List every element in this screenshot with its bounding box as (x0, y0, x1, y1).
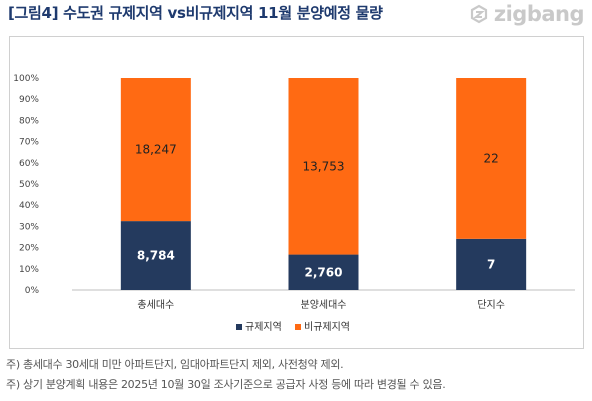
zigbang-logo-icon (470, 4, 487, 24)
y-tick-label: 60% (19, 159, 39, 169)
legend-swatch (295, 324, 301, 330)
bar-segment (120, 78, 191, 222)
y-tick-label: 30% (19, 222, 39, 232)
data-label: 2,760 (305, 265, 343, 279)
category-label: 분양세대수 (301, 299, 347, 311)
bar-segment (288, 78, 359, 255)
data-label: 13,753 (303, 159, 345, 173)
bars-group: 8,784 18,247 2,760 13,753 7 22 (120, 78, 527, 290)
category-label: 단지수 (477, 299, 505, 311)
brand-logo: zigbang (468, 0, 585, 28)
y-tick-label: 50% (19, 180, 39, 190)
stacked-bar-chart: 0% 10% 20% 30% 40% 50% 60% 70% 80% 90% 100% 8,784 1… (13, 74, 575, 333)
legend-label: 규제지역 (245, 321, 282, 333)
y-tick-label: 10% (19, 265, 39, 275)
legend-label: 비규제지역 (304, 321, 350, 333)
bar-segment (120, 221, 191, 290)
y-tick-label: 20% (19, 244, 39, 254)
y-tick-label: 80% (19, 116, 39, 126)
y-tick-label: 90% (19, 95, 39, 105)
footnote-1: 주) 총세대수 30세대 미만 아파트단지, 임대아파트단지 제외, 사전청약 … (6, 358, 344, 371)
category-labels: 총세대수 분양세대수 단지수 (137, 299, 505, 311)
data-label: 7 (487, 257, 495, 271)
page-title: [그림4] 수도권 규제지역 vs비규제지역 11월 분양예정 물량 (8, 4, 383, 22)
category-label: 총세대수 (137, 299, 174, 311)
y-axis: 0% 10% 20% 30% 40% 50% 60% 70% 80% 90% 100% (13, 74, 39, 296)
legend-swatch (236, 324, 242, 330)
y-tick-label: 100% (13, 74, 39, 84)
legend: 규제지역 비규제지역 (236, 321, 350, 333)
bar-segment (456, 78, 527, 239)
data-label: 8,784 (137, 249, 175, 263)
data-label: 18,247 (135, 143, 177, 157)
footnote-2: 주) 상기 분양계획 내용은 2025년 10월 30일 조사기준으로 공급자 … (6, 378, 446, 391)
y-tick-label: 40% (19, 201, 39, 211)
data-label: 22 (484, 151, 499, 165)
y-tick-label: 0% (25, 286, 40, 296)
y-tick-label: 70% (19, 138, 39, 148)
bar-segment (288, 254, 359, 290)
bar-segment (456, 238, 527, 290)
chart-panel: 0% 10% 20% 30% 40% 50% 60% 70% 80% 90% 100% 8,784 1… (9, 36, 584, 349)
brand-name: zigbang (493, 2, 585, 26)
